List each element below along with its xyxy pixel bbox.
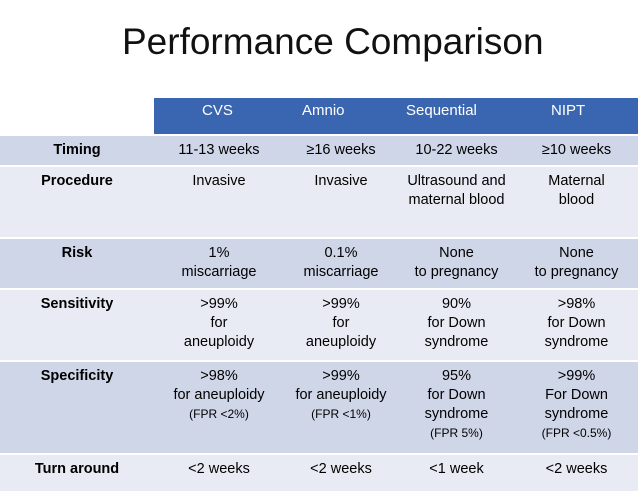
cell-line: >99% (200, 296, 238, 312)
row-label: Sensitivity (0, 290, 154, 360)
cell-line: syndrome (544, 334, 609, 350)
cell-line: None (559, 245, 594, 261)
cell-line: for (332, 315, 350, 331)
table-cell: ≥16 weeks (284, 136, 398, 165)
cell-line: None (439, 245, 474, 261)
header-amnio: Amnio (284, 98, 398, 134)
cell-line: miscarriage (303, 264, 379, 280)
cell-line: >98% (557, 296, 596, 312)
table-cell: >99% for aneuploidy (154, 290, 284, 360)
table-cell: <2 weeks (154, 455, 284, 491)
table-row: Procedure Invasive Invasive Ultrasound and m… (0, 165, 638, 237)
table-cell: <1 week (398, 455, 515, 491)
table-cell: 1% miscarriage (154, 239, 284, 288)
table-cell: <2 weeks (284, 455, 398, 491)
table-cell: >99% for aneuploidy (284, 290, 398, 360)
cell-line: maternal blood (408, 192, 505, 208)
cell-line: ≥10 weeks (541, 142, 612, 158)
table-cell: >98% for Down syndrome (515, 290, 638, 360)
table-body: Timing 11-13 weeks ≥16 weeks 10-22 weeks ≥10… (0, 134, 638, 491)
cell-line: blood (558, 192, 595, 208)
table-cell: 90% for Down syndrome (398, 290, 515, 360)
cell-line: >99% (322, 368, 360, 384)
table-cell: 95% for Down syndrome (FPR 5%) (398, 362, 515, 453)
cell-line: 0.1% (324, 245, 358, 261)
table-cell: 10-22 weeks (398, 136, 515, 165)
cell-line: <2 weeks (310, 461, 372, 477)
cell-line: <1 week (429, 461, 484, 477)
table-cell: None to pregnancy (515, 239, 638, 288)
cell-note: (FPR <2%) (189, 407, 249, 421)
table-row: Sensitivity >99% for aneuploidy >99% for aneup… (0, 288, 638, 360)
cell-line: <2 weeks (545, 461, 608, 477)
cell-note: (FPR 5%) (430, 426, 483, 440)
cell-line: to pregnancy (414, 264, 499, 280)
cell-line: aneuploidy (183, 334, 255, 350)
table-cell: ≥10 weeks (515, 136, 638, 165)
header-corner-cell (0, 98, 154, 134)
cell-line: ≥16 weeks (306, 142, 376, 158)
header-sequential: Sequential (398, 98, 515, 134)
cell-line: for aneuploidy (173, 387, 265, 403)
table-cell: Maternal blood (515, 167, 638, 237)
cell-line: for (210, 315, 228, 331)
table-cell: Invasive (154, 167, 284, 237)
cell-line: miscarriage (181, 264, 257, 280)
cell-line: <2 weeks (188, 461, 250, 477)
cell-line: syndrome (424, 334, 489, 350)
row-label: Turn around (0, 455, 154, 491)
cell-line: Maternal (548, 173, 605, 189)
cell-line: Ultrasound and (407, 173, 506, 189)
cell-line: to pregnancy (534, 264, 619, 280)
cell-line: >99% (322, 296, 360, 312)
cell-note: (FPR <1%) (311, 407, 371, 421)
cell-line: for Down (547, 315, 606, 331)
table-cell: 0.1% miscarriage (284, 239, 398, 288)
row-label: Specificity (0, 362, 154, 453)
cell-line: aneuploidy (305, 334, 377, 350)
cell-line: for Down (427, 387, 486, 403)
table-row: Specificity >98% for aneuploidy (FPR <2%) >9… (0, 360, 638, 453)
cell-line: 10-22 weeks (415, 142, 498, 158)
cell-line: for aneuploidy (295, 387, 387, 403)
comparison-table: CVS Amnio Sequential NIPT Timing 11-13 we… (0, 98, 638, 491)
cell-line: for Down (427, 315, 486, 331)
table-cell: >99% for aneuploidy (FPR <1%) (284, 362, 398, 453)
header-cvs: CVS (154, 98, 284, 134)
table-cell: <2 weeks (515, 455, 638, 491)
page-title: Performance Comparison (122, 21, 544, 62)
table-cell: Invasive (284, 167, 398, 237)
table-cell: Ultrasound and maternal blood (398, 167, 515, 237)
cell-line: 1% (208, 245, 230, 261)
table-cell: None to pregnancy (398, 239, 515, 288)
cell-line: >99% (557, 368, 596, 384)
row-label: Risk (0, 239, 154, 288)
cell-line: syndrome (424, 406, 489, 422)
cell-line: 11-13 weeks (178, 142, 260, 158)
cell-note: (FPR <0.5%) (541, 426, 612, 440)
table-row: Risk 1% miscarriage 0.1% miscarriage None to p… (0, 237, 638, 288)
table-row: Timing 11-13 weeks ≥16 weeks 10-22 weeks ≥10… (0, 134, 638, 165)
cell-line: For Down (545, 387, 608, 403)
table-cell: >99% For Down syndrome (FPR <0.5%) (515, 362, 638, 453)
cell-line: Invasive (314, 173, 368, 189)
table-cell: 11-13 weeks (154, 136, 284, 165)
table-header-row: CVS Amnio Sequential NIPT (0, 98, 638, 134)
table-cell: >98% for aneuploidy (FPR <2%) (154, 362, 284, 453)
cell-line: Invasive (192, 173, 246, 189)
cell-line: syndrome (544, 406, 609, 422)
row-label: Timing (0, 136, 154, 165)
cell-line: 95% (441, 368, 472, 384)
cell-line: >98% (200, 368, 238, 384)
row-label: Procedure (0, 167, 154, 237)
header-nipt: NIPT (515, 98, 638, 134)
table-row: Turn around <2 weeks <2 weeks <1 week <2 wee… (0, 453, 638, 491)
cell-line: 90% (441, 296, 472, 312)
